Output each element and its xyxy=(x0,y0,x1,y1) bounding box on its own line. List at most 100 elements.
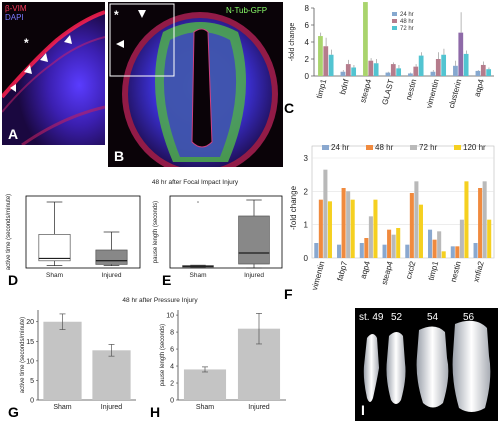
bar xyxy=(450,246,455,258)
chart-c-svg: 0 2 4 6 8 -fold change timp1 bdnf steap4 GLAST nes… xyxy=(289,0,494,109)
plot-frame xyxy=(169,195,283,269)
box xyxy=(95,249,128,265)
legend-swatch xyxy=(454,145,461,150)
bar xyxy=(475,70,481,76)
x-tick-label: Sham xyxy=(53,404,71,411)
panel-letter-e: E xyxy=(162,272,172,288)
bar xyxy=(183,369,227,400)
x-tick-label: GLAST xyxy=(380,78,396,106)
legend-entry: 48 hr xyxy=(375,143,394,152)
x-tick-label: steap4 xyxy=(380,260,395,286)
panel-e-chart: pause length (seconds) Sham Injured E xyxy=(148,186,288,289)
panel-g-chart: 0 5 10 15 20 active time (seconds/minute) Sham… xyxy=(2,304,142,420)
panel-b-micrograph: * N-Tub-GFP B xyxy=(108,2,283,176)
star-marker: * xyxy=(24,36,29,50)
star-marker: * xyxy=(114,8,119,22)
y-axis-label: pause length (seconds) xyxy=(153,201,159,263)
bar xyxy=(368,216,373,258)
y-tick-label: 1 xyxy=(304,221,309,230)
panel-letter-i: I xyxy=(361,402,365,418)
x-tick-label: steap4 xyxy=(358,78,373,104)
bar xyxy=(430,71,436,76)
y-tick-label: 2 xyxy=(305,55,310,64)
bar xyxy=(314,243,319,258)
y-tick-label: 2 xyxy=(304,187,309,196)
x-tick-label: aqp4 xyxy=(359,260,372,280)
bar xyxy=(359,243,364,258)
y-tick-label: 15 xyxy=(26,339,34,346)
micrograph-b-image xyxy=(108,2,283,176)
x-tick-label: xnfia2 xyxy=(471,260,485,283)
panel-letter-a: A xyxy=(8,126,19,142)
bar xyxy=(351,67,357,76)
box xyxy=(238,215,270,265)
legend-swatch xyxy=(366,145,373,150)
bar xyxy=(92,350,131,400)
bar xyxy=(428,229,433,258)
x-tick-label: cxcl2 xyxy=(404,260,418,280)
x-tick-label: timp1 xyxy=(315,78,329,100)
panel-f-chart: 0 1 2 3 -fold change vimentin fabp7 aqp4 steap4 c… xyxy=(284,136,498,304)
x-tick-label: Sham xyxy=(196,404,214,411)
bar xyxy=(318,199,323,258)
legend-entry: 48 hr xyxy=(400,19,414,25)
y-tick-label: 0 xyxy=(305,72,310,81)
bar xyxy=(373,63,379,76)
bar xyxy=(459,219,464,258)
legend-entry: 120 hr xyxy=(463,143,486,152)
panel-letter-c: C xyxy=(284,100,295,116)
bar xyxy=(482,181,487,258)
bar xyxy=(340,71,346,76)
bar xyxy=(368,60,374,76)
panel-letter-b: B xyxy=(114,148,125,164)
bar xyxy=(458,32,464,76)
y-tick-label: 6 xyxy=(305,21,310,30)
x-tick-label: fabp7 xyxy=(335,260,349,282)
bar xyxy=(480,64,486,76)
bar xyxy=(337,244,342,258)
y-tick-label: 0 xyxy=(304,254,309,263)
bar xyxy=(323,46,329,76)
panel-h-chart: 0 2 4 6 8 10 pause length (seconds) Sham Injured… xyxy=(142,304,290,420)
bar xyxy=(323,169,328,258)
y-axis-label: -fold change xyxy=(289,185,298,230)
bar xyxy=(418,204,423,258)
bar xyxy=(432,239,437,258)
panel-c-chart: 0 2 4 6 8 -fold change timp1 bdnf steap4 GLAST nes… xyxy=(284,0,498,120)
stain-label-ntub-gfp: N-Tub-GFP xyxy=(226,6,268,15)
panel-a-micrograph: β-VIM DAPI * A xyxy=(0,2,106,147)
bar xyxy=(43,321,82,400)
tissue-photo-image xyxy=(355,308,498,421)
stain-label-dapi: DAPI xyxy=(5,13,24,22)
bar xyxy=(327,201,332,258)
x-tick-label: Injured xyxy=(101,404,123,411)
bar xyxy=(473,243,478,258)
legend-swatch xyxy=(392,19,397,23)
stain-label-vim: β-VIM xyxy=(5,4,27,13)
bar xyxy=(463,53,469,76)
bar xyxy=(478,188,483,258)
panel-letter-f: F xyxy=(284,286,293,302)
caption-pressure-injury: 48 hr after Pressure Injury xyxy=(122,297,198,304)
x-tick-label: Injured xyxy=(248,404,270,411)
bar xyxy=(345,64,351,76)
y-tick-label: 6 xyxy=(170,347,174,354)
y-tick-label: 5 xyxy=(30,378,34,385)
bar xyxy=(455,246,460,258)
legend-entry: 24 hr xyxy=(331,143,350,152)
panel-letter-d: D xyxy=(8,272,19,288)
bar xyxy=(391,234,396,258)
bar xyxy=(396,228,401,258)
stage-label-52: 52 xyxy=(391,312,403,323)
y-tick-label: 10 xyxy=(26,358,34,365)
bar xyxy=(318,36,323,76)
x-tick-label: Sham xyxy=(46,272,63,279)
y-tick-label: 3 xyxy=(304,154,309,163)
legend-entry: 24 hr xyxy=(400,12,414,18)
chart-f-svg: 0 1 2 3 -fold change vimentin fabp7 aqp4 steap4 c… xyxy=(289,143,495,291)
bar xyxy=(373,199,378,258)
plot-frame xyxy=(25,195,141,269)
bar xyxy=(441,54,447,76)
y-tick-label: 20 xyxy=(26,319,34,326)
